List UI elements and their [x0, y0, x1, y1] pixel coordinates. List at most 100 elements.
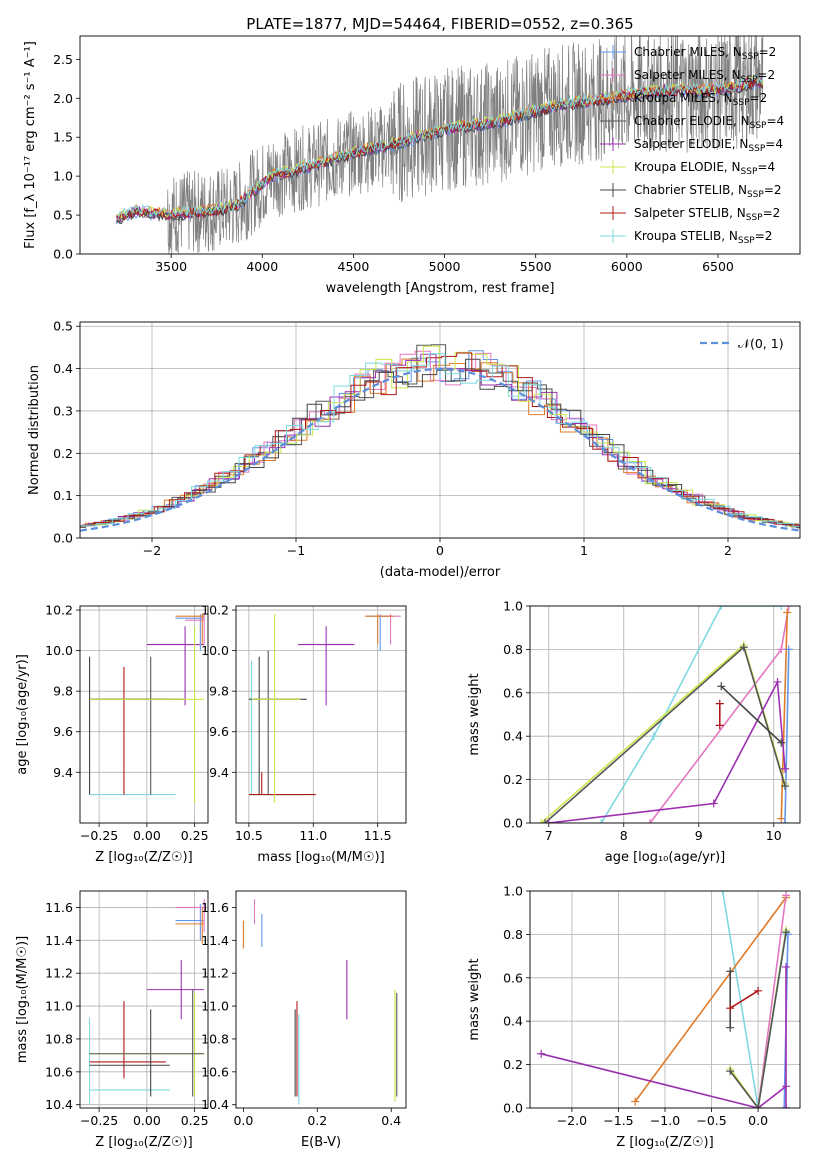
x-tick-label: −1 [287, 543, 305, 558]
weight-marker-salpeter_elodie [782, 1104, 791, 1108]
weight-marker-salpeter_miles [777, 645, 786, 654]
y-tick-label: 0.4 [503, 1014, 523, 1029]
weight-marker-kroupa_miles [631, 1097, 640, 1106]
y-axis-label: age [log₁₀(age/yr)] [15, 654, 30, 775]
y-tick-label: 10.6 [201, 1064, 229, 1079]
x-tick-label: 0.4 [381, 1113, 401, 1128]
y-axis-label: Normed distribution [27, 365, 42, 495]
x-tick-label: 0.25 [181, 828, 209, 843]
y-tick-label: 10.2 [45, 603, 73, 618]
weight-marker-kroupa_stelib [597, 819, 606, 823]
y-tick-label: 10.4 [201, 1097, 229, 1112]
weight-marker-kroupa_miles [777, 814, 786, 823]
y-tick-label: 1.0 [53, 169, 73, 184]
legend-subscript: SSP [748, 144, 765, 154]
weight-marker-salpeter_stelib [715, 699, 724, 708]
legend-subscript: SSP [746, 213, 763, 223]
legend-label: Salpeter STELIB, NSSP=2 [634, 206, 780, 223]
legend-subscript: SSP [747, 190, 764, 200]
y-tick-label: 0.2 [503, 772, 523, 787]
legend-label: Chabrier MILES, NSSP=2 [634, 45, 776, 62]
histogram-kroupa_stelib [80, 353, 800, 527]
y-tick-label: 9.6 [53, 724, 73, 739]
panel-mass_vs_ebv: 0.0 0.2 0.4 10.4 10.6 10.8 11.0 11.2 11.4 11.6 E(B… [201, 890, 407, 1150]
weight-marker-kroupa_stelib [717, 606, 726, 610]
legend-label: Chabrier STELIB, NSSP=2 [634, 183, 782, 200]
x-tick-label: 4500 [338, 259, 370, 274]
y-tick-label: 0.2 [53, 446, 73, 461]
weight-line-chabrier_stelib [720, 685, 782, 744]
weight-marker-salpeter_elodie [709, 799, 718, 808]
legend-subscript: SSP [741, 75, 758, 85]
y-tick-label: 0.6 [503, 685, 523, 700]
weight-marker-chabrier_elodie [754, 1104, 763, 1108]
weight-marker-kroupa_miles [783, 608, 792, 617]
weight-marker-chabrier_miles [780, 1104, 789, 1108]
y-tick-label: 10.0 [45, 643, 73, 658]
weight-marker-salpeter_elodie [781, 764, 789, 773]
weight-marker-salpeter_miles [646, 819, 654, 823]
y-tick-label: 9.8 [209, 684, 229, 699]
y-tick-label: 10.0 [201, 643, 229, 658]
y-tick-label: 10.4 [45, 1097, 73, 1112]
y-tick-label: 2.5 [53, 52, 73, 67]
legend-suffix: =4 [766, 114, 784, 128]
y-tick-label: 1.0 [503, 599, 523, 614]
weight-marker-kroupa_stelib [649, 732, 658, 741]
plot-area-age_vs_Z [89, 614, 205, 803]
weight-marker-salpeter_miles [782, 891, 791, 900]
plot-area-weight_vs_age [537, 606, 793, 823]
panel-weight_vs_age: 7 8 9 10 0.0 0.2 0.4 0.6 0.8 1.0 age [log₁₀(age/yr… [467, 599, 801, 865]
axes-frame [79, 35, 801, 255]
weight-marker-salpeter_elodie [782, 1082, 791, 1091]
y-tick-label: 0.2 [503, 1057, 523, 1072]
plot-area-weight_vs_Z [537, 891, 792, 1108]
x-tick-label: 0.0 [233, 1113, 253, 1128]
y-tick-label: 9.8 [53, 684, 73, 699]
x-tick-label: 8 [620, 828, 628, 843]
legend-label: Salpeter ELODIE, NSSP=4 [634, 137, 783, 154]
x-axis-label: Z [log₁₀(Z/Z☉)] [95, 850, 192, 865]
y-tick-label: 1.5 [53, 130, 73, 145]
y-tick-label: 0.3 [53, 403, 73, 418]
histogram-salpeter_stelib [80, 352, 800, 527]
y-tick-label: 0.5 [53, 319, 73, 334]
x-tick-label: 0 [436, 543, 444, 558]
y-tick-label: 10.2 [201, 603, 229, 618]
panel-spectrum: 3500 4000 4500 5000 5500 6000 6500 0.0 0.5 1.0 1.5… [23, 35, 801, 296]
weight-marker-chabrier_elodie [782, 928, 791, 937]
y-tick-label: 0.1 [53, 488, 73, 503]
x-tick-label: 6000 [611, 259, 643, 274]
y-axis-label: mass weight [467, 958, 482, 1040]
weight-marker-chabrier_stelib [777, 738, 786, 747]
weight-marker-chabrier_elodie [739, 643, 748, 652]
legend-label: Chabrier ELODIE, NSSP=4 [634, 114, 784, 131]
legend-suffix: =2 [755, 229, 773, 243]
weight-marker-chabrier_miles [784, 645, 793, 654]
weight-line-chabrier_miles [784, 649, 790, 823]
x-tick-label: 0.25 [181, 1113, 209, 1128]
weight-line-kroupa_stelib [721, 891, 787, 1108]
weight-marker-kroupa_stelib [718, 891, 727, 895]
weight-marker-chabrier_miles [781, 819, 789, 823]
y-tick-label: 9.4 [209, 765, 229, 780]
y-tick-label: 0.4 [503, 729, 523, 744]
y-tick-label: 11.4 [45, 933, 73, 948]
legend-suffix: =2 [750, 91, 768, 105]
weight-marker-kroupa_elodie [537, 819, 546, 823]
axes-frame [79, 605, 209, 824]
x-tick-label: −0.25 [80, 828, 118, 843]
weight-marker-chabrier_stelib [717, 682, 726, 691]
axes-frame [529, 605, 801, 824]
x-axis-label: (data-model)/error [380, 565, 501, 580]
legend-suffix: =2 [757, 68, 775, 82]
y-axis-label: Flux [f_λ 10⁻¹⁷ erg cm⁻² s⁻¹ A⁻¹] [23, 41, 38, 249]
y-axis-label: mass weight [467, 673, 482, 755]
plot-area-spectrum [116, 36, 764, 254]
weight-line-salpeter_stelib [729, 990, 759, 1009]
x-axis-label: wavelength [Angstrom, rest frame] [326, 281, 555, 296]
weight-marker-chabrier_stelib [726, 967, 735, 976]
y-tick-label: 11.0 [201, 999, 229, 1014]
x-tick-label: 0.0 [748, 1113, 768, 1128]
figure-title: PLATE=1877, MJD=54464, FIBERID=0552, z=0… [246, 15, 633, 33]
